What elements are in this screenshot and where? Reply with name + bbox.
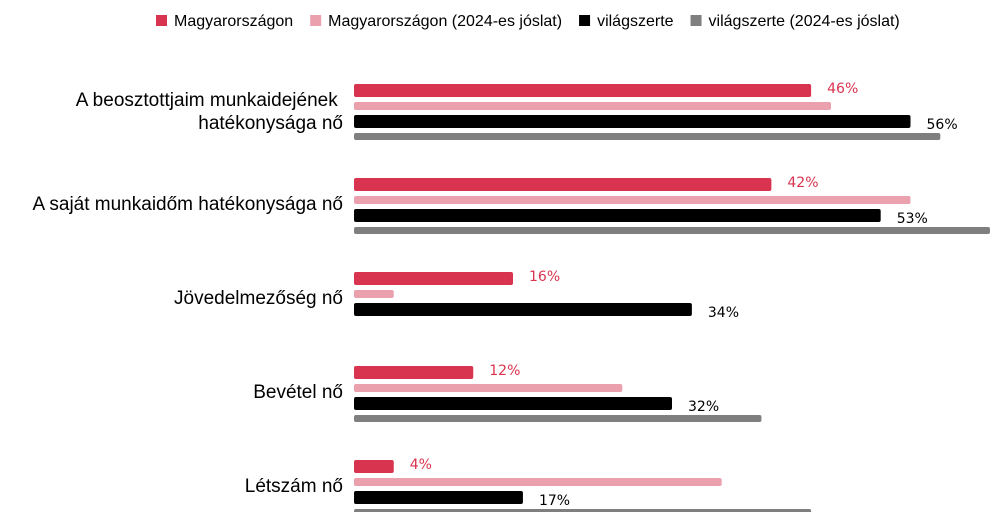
bar [354, 133, 941, 140]
value-label: 53% [897, 211, 928, 227]
legend-label: világszerte (2024-es jóslat) [709, 13, 900, 30]
value-label: 42% [787, 175, 818, 191]
bar [354, 209, 881, 222]
bar [354, 460, 394, 473]
value-label: 12% [489, 363, 520, 379]
category-label-line: A beosztottjaim munkaidejének [76, 90, 343, 111]
category-label-line: hatékonysága nő [198, 113, 343, 134]
bar [354, 102, 831, 110]
bar [354, 115, 911, 128]
bar [354, 303, 692, 316]
bar [354, 478, 722, 486]
category-label: A saját munkaidőm hatékonysága nő [32, 194, 343, 215]
bar [354, 384, 623, 392]
bar [354, 415, 762, 422]
legend-label: világszerte [597, 13, 674, 30]
category-label: Létszám nő [245, 476, 343, 497]
bar [354, 84, 812, 97]
value-label: 56% [927, 117, 958, 133]
legend-swatch [310, 15, 322, 26]
value-label: 16% [529, 269, 560, 285]
category-label: A beosztottjaim munkaidejének hatékonysá… [76, 90, 343, 134]
value-label: 32% [688, 399, 719, 415]
bar [354, 227, 990, 234]
bar [354, 272, 513, 285]
category-label: Bevétel nő [253, 382, 343, 403]
bar [354, 366, 474, 379]
legend-label: Magyarországon (2024-es jóslat) [328, 13, 562, 30]
bar [354, 491, 523, 504]
bar [354, 397, 672, 410]
legend-swatch [690, 15, 702, 26]
legend-label: Magyarországon [174, 13, 293, 30]
legend-swatch [156, 15, 167, 26]
legend-swatch [579, 15, 591, 26]
bar [354, 178, 772, 191]
bar [354, 509, 812, 512]
value-label: 17% [539, 493, 570, 509]
value-label: 4% [410, 457, 432, 473]
bar [354, 196, 911, 204]
bar [354, 290, 394, 298]
value-label: 46% [827, 81, 858, 97]
category-label: Jövedelmezőség nő [174, 288, 343, 309]
value-label: 34% [708, 305, 739, 321]
